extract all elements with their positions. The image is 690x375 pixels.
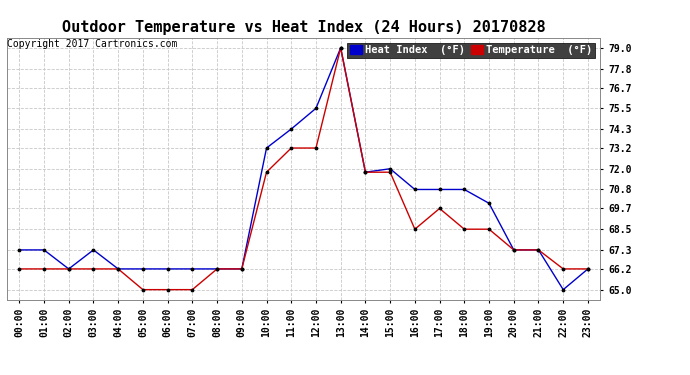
Title: Outdoor Temperature vs Heat Index (24 Hours) 20170828: Outdoor Temperature vs Heat Index (24 Ho…: [62, 20, 545, 35]
Text: Copyright 2017 Cartronics.com: Copyright 2017 Cartronics.com: [7, 39, 177, 50]
Legend: Heat Index  (°F), Temperature  (°F): Heat Index (°F), Temperature (°F): [347, 43, 595, 58]
